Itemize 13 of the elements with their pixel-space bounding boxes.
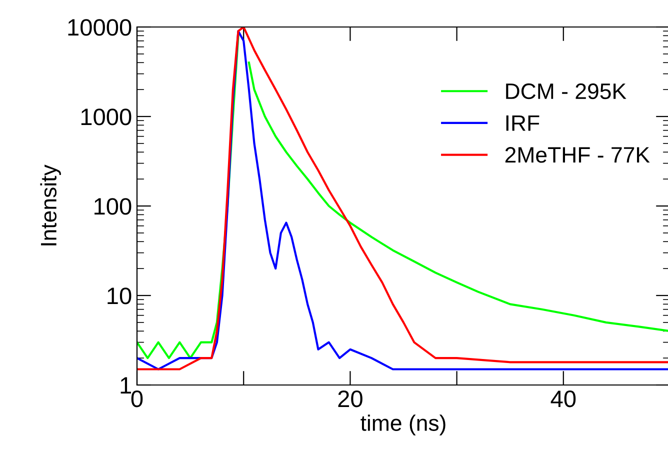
legend-label: IRF xyxy=(506,115,540,131)
y-tick-label: 10 xyxy=(108,288,132,304)
y-tick-label: 100 xyxy=(94,198,132,215)
y-tick-label: 1000 xyxy=(81,108,132,126)
x-tick-label: 40 xyxy=(550,390,576,408)
y-tick-label: 10000 xyxy=(68,19,132,36)
x-axis-title: time (ns) xyxy=(360,414,446,436)
legend-label: 2MeTHF - 77K xyxy=(505,147,650,163)
y-tick-label: 1 xyxy=(120,377,131,394)
x-tick-label: 20 xyxy=(338,390,362,408)
legend-label: DCM - 295K xyxy=(506,83,626,100)
y-axis-title: Intensity xyxy=(40,164,61,246)
x-tick-label: 0 xyxy=(131,390,143,408)
